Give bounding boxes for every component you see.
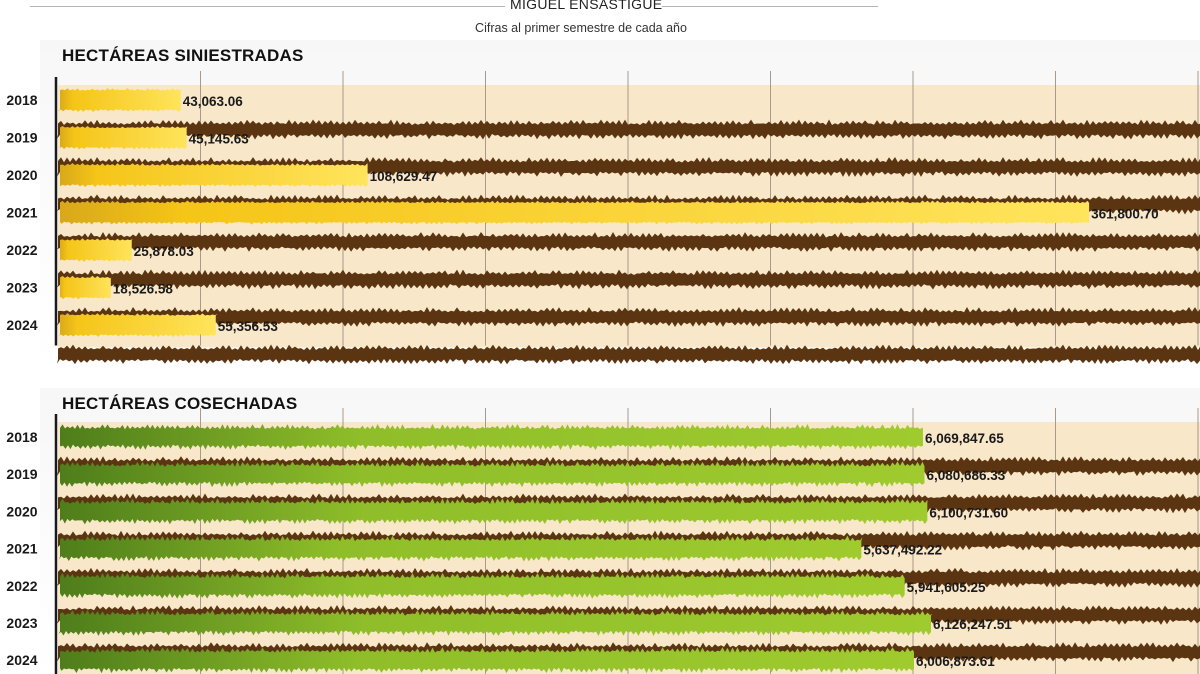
year-label: 2021 <box>6 205 37 221</box>
value-label: 5,637,492.22 <box>863 543 942 558</box>
harvested-hectares-panel: HECTÁREAS COSECHADAS 2018 6,069,847.65 201… <box>0 388 1200 674</box>
value-label: 6,080,686.33 <box>926 468 1005 483</box>
soil-furrow <box>57 232 1200 252</box>
value-label: 6,069,847.65 <box>925 431 1004 446</box>
year-label: 2024 <box>6 652 37 668</box>
chart-subtitle: Cifras al primer semestre de cada año <box>475 21 687 35</box>
value-label: 45,145.63 <box>189 132 250 147</box>
year-label: 2018 <box>6 92 37 108</box>
year-label: 2023 <box>6 615 37 631</box>
value-label: 6,100,731.60 <box>929 505 1008 520</box>
bar <box>60 424 923 450</box>
value-label: 6,006,873.61 <box>916 654 995 669</box>
bar <box>60 572 905 599</box>
value-label: 361,800.70 <box>1091 207 1159 222</box>
year-label: 2020 <box>6 503 37 519</box>
author-credit: MIGUEL ENSASTIGUE <box>510 0 663 12</box>
year-label: 2019 <box>6 130 37 146</box>
bar <box>60 647 914 674</box>
soil-furrow <box>57 307 1200 327</box>
year-label: 2024 <box>6 317 37 333</box>
bar <box>58 313 218 337</box>
bar <box>60 200 1090 225</box>
chart-title: HECTÁREAS SINIESTRADAS <box>62 46 304 65</box>
byline: MIGUEL ENSASTIGUE <box>0 0 1200 18</box>
bar <box>58 535 863 562</box>
year-label: 2020 <box>6 167 37 183</box>
year-label: 2021 <box>6 541 37 557</box>
bar <box>59 238 133 262</box>
value-label: 6,126,247.51 <box>933 617 1012 632</box>
soil-furrow <box>57 269 1200 290</box>
value-label: 55,356.53 <box>218 319 279 334</box>
soil-furrow <box>57 344 1200 365</box>
damaged-hectares-panel: HECTÁREAS SINIESTRADAS 2018 43,063.06 2019… <box>0 40 1200 368</box>
soil-furrow <box>57 119 1200 140</box>
bar <box>59 125 188 150</box>
bar <box>59 498 928 525</box>
value-label: 108,629.47 <box>370 169 438 184</box>
value-label: 43,063.06 <box>183 94 244 109</box>
year-label: 2018 <box>6 429 37 445</box>
year-label: 2022 <box>6 578 37 594</box>
value-label: 5,941,605.25 <box>907 580 986 595</box>
harvested-hectares-chart: 2018 6,069,847.65 2019 6,080,686.33 2020 6,10… <box>6 408 1200 674</box>
year-label: 2023 <box>6 280 37 296</box>
bar <box>60 461 925 488</box>
damaged-hectares-chart: 2018 43,063.06 2019 45,145.63 2020 108,629.47… <box>6 71 1200 365</box>
bar <box>58 275 113 300</box>
value-label: 18,526.58 <box>113 282 174 297</box>
byline-rule-left <box>30 6 505 7</box>
bar <box>60 163 368 187</box>
chart-title: HECTÁREAS COSECHADAS <box>62 394 298 413</box>
value-label: 25,878.03 <box>134 244 195 259</box>
year-label: 2022 <box>6 242 37 258</box>
bar <box>58 610 933 636</box>
bar <box>58 88 183 112</box>
byline-rule-right <box>662 6 878 7</box>
year-label: 2019 <box>6 466 37 482</box>
